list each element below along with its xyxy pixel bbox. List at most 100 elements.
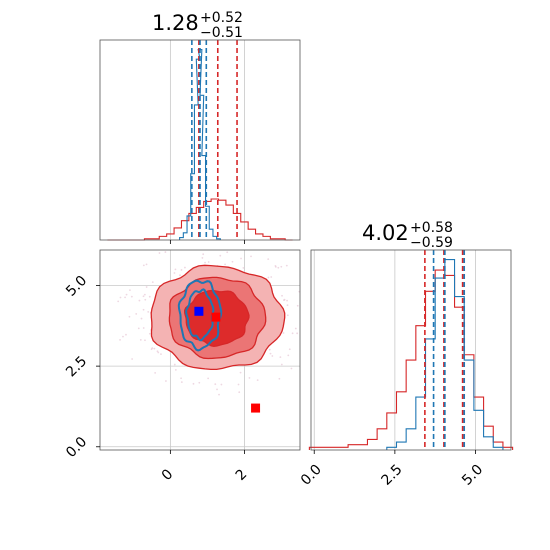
scatter-point	[140, 317, 143, 320]
scatter-point	[207, 261, 210, 263]
scatter-point	[184, 266, 186, 269]
scatter-point	[267, 258, 270, 261]
scatter-point	[269, 352, 272, 355]
scatter-point	[286, 314, 289, 317]
scatter-point	[283, 299, 285, 302]
scatter-point	[125, 333, 127, 336]
scatter-point	[154, 371, 157, 374]
scatter-point	[180, 377, 182, 380]
scatter-point	[268, 348, 271, 351]
title-2-value: 4.02	[362, 221, 409, 245]
blue-contour-0	[177, 279, 223, 352]
contour-frame	[99, 249, 301, 451]
scatter-point	[117, 300, 120, 303]
title-param-2: 4.02 +0.58 −0.59	[362, 220, 453, 251]
scatter-point	[142, 264, 145, 267]
scatter-point	[144, 298, 147, 301]
contour-panel: 0 2 0.0 2.5 5.0	[63, 249, 301, 484]
marker-marker_red-1	[211, 312, 221, 322]
scatter-point	[192, 382, 195, 385]
scatter-point	[291, 332, 294, 335]
scatter-point	[174, 368, 177, 371]
scatter-point	[137, 327, 140, 330]
scatter-point	[218, 393, 220, 396]
title-2-plus: +0.58	[410, 220, 453, 236]
scatter-point	[144, 339, 146, 342]
scatter-point	[281, 294, 283, 297]
scatter-point	[130, 295, 133, 298]
scatter-point	[238, 391, 241, 394]
scatter-point	[250, 255, 252, 258]
scatter-point	[240, 257, 242, 260]
scatter-point	[131, 358, 134, 360]
scatter-point	[267, 276, 270, 279]
scatter-point	[280, 265, 283, 268]
scatter-point	[296, 332, 299, 335]
scatter-point	[147, 311, 150, 313]
scatter-point	[122, 335, 124, 338]
scatter-point	[226, 251, 229, 254]
scatter-point	[125, 293, 128, 296]
histogram-panel-top	[99, 39, 301, 244]
scatter-point	[231, 260, 234, 263]
contour-ytick-label-0: 0.0	[63, 434, 90, 461]
scatter-point	[145, 286, 148, 288]
scatter-point	[214, 383, 217, 386]
contour-ytick-label-2: 5.0	[63, 273, 90, 300]
scatter-point	[278, 377, 281, 380]
scatter-point	[158, 252, 161, 254]
title-1-value: 1.28	[152, 11, 199, 35]
scatter-point	[239, 371, 242, 374]
scatter-point	[173, 363, 176, 366]
hist2-xtick-label-1: 2.5	[379, 462, 406, 489]
scatter-point	[160, 353, 162, 356]
scatter-point	[124, 296, 126, 299]
scatter-point	[145, 263, 148, 266]
scatter-point	[179, 274, 181, 277]
scatter-point	[279, 356, 282, 359]
scatter-point	[290, 367, 293, 370]
scatter-point	[128, 315, 131, 318]
scatter-point	[204, 261, 206, 264]
marker-marker_red-2	[251, 403, 261, 413]
scatter-point	[248, 377, 251, 379]
scatter-point	[271, 355, 274, 357]
histogram-panel-right: 0.0 2.5 5.0	[298, 249, 514, 489]
scatter-point	[135, 313, 138, 315]
scatter-point	[296, 304, 299, 307]
scatter-point	[274, 266, 277, 268]
scatter-point	[138, 299, 141, 302]
scatter-point	[202, 253, 205, 256]
scatter-point	[142, 295, 145, 298]
scatter-point	[142, 327, 145, 329]
scatter-point	[207, 377, 210, 380]
scatter-point	[139, 338, 142, 341]
scatter-point	[174, 268, 177, 271]
blue-contour-1	[185, 288, 215, 342]
scatter-point	[219, 254, 222, 257]
scatter-point	[143, 293, 146, 296]
title-1-plus: +0.52	[200, 10, 243, 26]
scatter-point	[216, 388, 218, 391]
scatter-point	[287, 354, 290, 357]
scatter-point	[277, 266, 280, 269]
scatter-point	[286, 304, 289, 307]
scatter-point	[256, 379, 259, 381]
scatter-point	[153, 347, 156, 350]
hist2-series-red	[308, 269, 514, 450]
scatter-point	[142, 308, 145, 311]
scatter-point	[129, 289, 131, 291]
scatter-point	[220, 383, 223, 386]
scatter-point	[280, 363, 283, 366]
contour-ytick-label-1: 2.5	[63, 353, 90, 380]
hist2-frame	[310, 249, 512, 451]
scatter-point	[173, 272, 176, 274]
scatter-point	[165, 380, 167, 382]
scatter-point	[282, 332, 285, 334]
scatter-point	[288, 348, 291, 351]
scatter-point	[150, 348, 153, 351]
scatter-point	[286, 299, 288, 302]
scatter-point	[198, 381, 201, 384]
hist1-series-red	[107, 198, 293, 241]
